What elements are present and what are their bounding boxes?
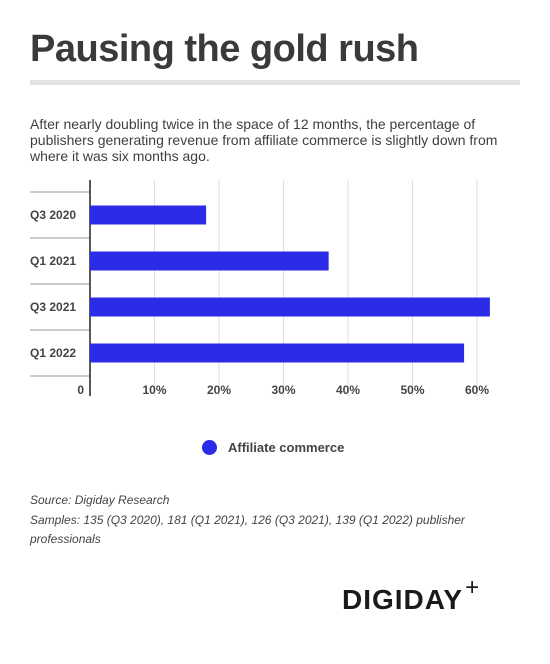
samples-line: Samples: 135 (Q3 2020), 181 (Q1 2021), 1… [30,512,465,547]
legend-swatch [202,440,217,455]
bar [90,205,207,225]
legend: Affiliate commerce [202,440,344,455]
bars [90,205,490,363]
logo-wordmark: DIGIDAY [342,584,464,615]
category-label: Q3 2021 [30,300,76,314]
category-label: Q3 2020 [30,208,76,222]
bar-chart: Q3 2020 Q1 2021 Q3 2021 Q1 2022 0 10% 20% 30% 4… [30,180,490,397]
x-tick-labels: 0 10% 20% 30% 40% 50% 60% [77,383,489,397]
source-line: Source: Digiday Research [30,493,170,507]
source-note: Source: Digiday Research Samples: 135 (Q… [30,491,500,550]
category-labels: Q3 2020 Q1 2021 Q3 2021 Q1 2022 [30,208,76,360]
x-tick-label: 30% [272,383,296,397]
digiday-logo: DIGIDAY + [342,574,479,616]
x-tick-label: 40% [336,383,360,397]
chart-title: Pausing the gold rush [30,28,419,70]
legend-label: Affiliate commerce [228,440,345,455]
bar [90,251,329,271]
x-tick-label: 20% [207,383,231,397]
title-divider [30,80,520,85]
bar [90,343,465,363]
category-label: Q1 2021 [30,254,76,268]
x-tick-label: 0 [77,383,84,397]
category-label: Q1 2022 [30,346,76,360]
x-tick-label: 60% [465,383,489,397]
x-tick-label: 50% [401,383,425,397]
x-tick-label: 10% [143,383,167,397]
chart-subtitle: After nearly doubling twice in the space… [30,116,498,164]
logo-plus-icon: + [465,574,480,601]
bar [90,297,490,317]
